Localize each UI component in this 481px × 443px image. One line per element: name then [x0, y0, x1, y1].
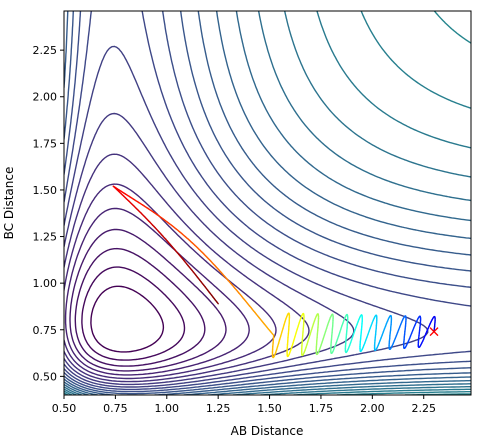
contour-level — [64, 45, 429, 388]
x-axis-ticks: 0.50 0.75 1.00 1.25 1.50 1.75 2.00 2.25 — [52, 395, 436, 415]
y-tick-label: 1.00 — [33, 277, 58, 290]
contour-level — [64, 153, 310, 383]
trajectory-segment — [216, 301, 219, 305]
y-tick-label: 1.25 — [33, 231, 58, 244]
x-tick-label: 2.25 — [411, 402, 436, 415]
contour-level — [64, 11, 471, 395]
trajectory — [112, 185, 436, 359]
y-tick-label: 2.00 — [33, 91, 58, 104]
marker-stroke — [429, 327, 439, 337]
x-tick-label: 1.50 — [257, 402, 282, 415]
contour-level — [81, 266, 186, 361]
y-axis-ticks: 0.50 0.75 1.00 1.25 1.50 1.75 2.00 2.25 — [33, 44, 64, 383]
contour-level — [64, 11, 471, 391]
x-tick-label: 0.75 — [103, 402, 128, 415]
x-tick-label: 2.00 — [360, 402, 385, 415]
contour-level — [74, 247, 206, 367]
start-marker — [429, 327, 439, 337]
contour-lines — [64, 11, 471, 395]
contour-level — [64, 11, 471, 395]
contour-level — [64, 183, 277, 380]
y-tick-label: 0.75 — [33, 324, 58, 337]
contour-level — [64, 207, 250, 376]
contour-level — [64, 11, 471, 395]
x-tick-label: 1.75 — [309, 402, 334, 415]
contour-level — [90, 285, 165, 353]
y-axis-label: BC Distance — [2, 167, 16, 240]
x-tick-label: 0.50 — [52, 402, 77, 415]
contour-level — [64, 11, 471, 395]
contour-level — [64, 112, 355, 386]
y-tick-label: 0.50 — [33, 370, 58, 383]
x-tick-label: 1.25 — [206, 402, 231, 415]
plot-frame — [63, 10, 472, 396]
x-axis-label: AB Distance — [231, 424, 304, 438]
y-tick-label: 2.25 — [33, 44, 58, 57]
y-tick-label: 1.50 — [33, 184, 58, 197]
contour-level — [64, 11, 471, 395]
contour-level — [69, 228, 227, 372]
contour-level — [64, 11, 471, 395]
contour-level — [64, 11, 471, 395]
contour-level — [64, 11, 471, 395]
x-tick-label: 1.00 — [155, 402, 180, 415]
contour-level — [64, 11, 471, 393]
y-tick-label: 1.75 — [33, 137, 58, 150]
